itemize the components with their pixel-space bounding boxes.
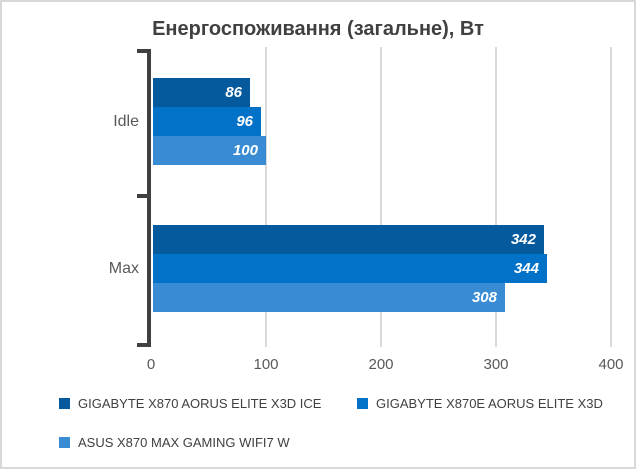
legend-swatch: [59, 436, 70, 448]
x-axis-tick-label: 300: [483, 356, 509, 373]
bar-max-series3: 308: [153, 283, 505, 312]
bar-idle-series3: 100: [153, 136, 266, 165]
y-axis-tick: [137, 49, 147, 53]
bar-value-label: 96: [236, 113, 253, 130]
legend-label: ASUS X870 MAX GAMING WIFI7 W: [78, 434, 290, 450]
y-axis-tick: [137, 343, 147, 347]
x-axis-tick-label: 200: [368, 356, 394, 373]
x-axis-tick-label: 0: [146, 356, 156, 373]
gridline-400: [610, 47, 612, 347]
chart-title: Енергоспоживання (загальне), Вт: [152, 18, 484, 40]
bar-value-label: 344: [513, 260, 539, 277]
legend-item: ASUS X870 MAX GAMING WIFI7 W: [59, 434, 290, 450]
x-axis-tick-label: 400: [598, 356, 624, 373]
legend-swatch: [59, 397, 70, 409]
bar-max-series2: 344: [153, 254, 547, 283]
legend-label: GIGABYTE X870E AORUS ELITE X3D: [376, 395, 603, 411]
bar-idle-series1: 86: [153, 78, 250, 107]
legend-swatch: [357, 397, 368, 409]
bar-value-label: 308: [471, 289, 497, 306]
bar-idle-series2: 96: [153, 107, 261, 136]
gridline-200: [380, 47, 382, 347]
bar-value-label: 100: [232, 142, 258, 159]
legend-item: GIGABYTE X870 AORUS ELITE X3D ICE: [59, 395, 322, 411]
y-axis-line: [147, 49, 151, 347]
legend-item: GIGABYTE X870E AORUS ELITE X3D: [357, 395, 603, 411]
y-axis-tick: [137, 194, 147, 198]
x-axis-tick-label: 100: [253, 356, 279, 373]
bar-value-label: 86: [225, 84, 242, 101]
legend-label: GIGABYTE X870 AORUS ELITE X3D ICE: [78, 395, 322, 411]
category-label-idle: Idle: [113, 112, 139, 130]
gridline-100: [265, 47, 267, 347]
category-label-max: Max: [108, 259, 139, 277]
bar-value-label: 342: [510, 231, 536, 248]
gridline-300: [495, 47, 497, 347]
bar-max-series1: 342: [153, 225, 544, 254]
